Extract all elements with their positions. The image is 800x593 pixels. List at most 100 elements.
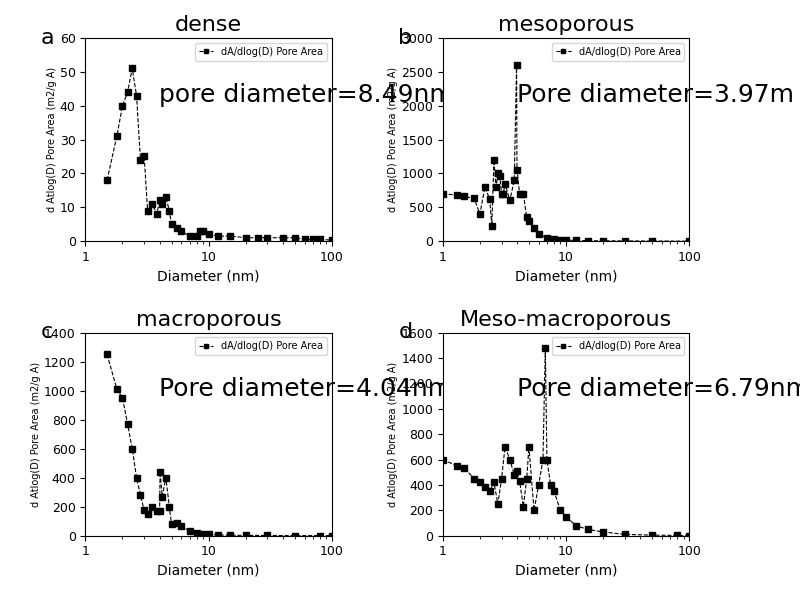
dA/dlog(D) Pore Area [192, 232, 202, 240]
dA/dlog(D) Pore Area [253, 234, 262, 241]
dA/dlog(D) Pore Area [278, 234, 288, 241]
Text: Pore diameter=4.04nm: Pore diameter=4.04nm [159, 377, 453, 401]
dA/dlog(D) Pore Area [185, 528, 194, 535]
dA/dlog(D) Pore Area [542, 456, 552, 463]
dA/dlog(D) Pore Area [172, 519, 182, 526]
dA/dlog(D) Pore Area [452, 463, 462, 470]
dA/dlog(D) Pore Area [155, 468, 165, 476]
dA/dlog(D) Pore Area [290, 234, 299, 241]
Text: Pore diameter=6.79nm: Pore diameter=6.79nm [517, 377, 800, 401]
dA/dlog(D) Pore Area [497, 190, 506, 197]
dA/dlog(D) Pore Area [647, 237, 657, 244]
Title: dense: dense [175, 15, 242, 35]
dA/dlog(D) Pore Area [647, 531, 657, 538]
dA/dlog(D) Pore Area [505, 197, 514, 204]
dA/dlog(D) Pore Area [510, 471, 519, 479]
dA/dlog(D) Pore Area [195, 227, 205, 234]
dA/dlog(D) Pore Area [598, 528, 608, 535]
dA/dlog(D) Pore Area [685, 532, 694, 539]
dA/dlog(D) Pore Area [161, 193, 170, 200]
dA/dlog(D) Pore Area [555, 236, 565, 243]
dA/dlog(D) Pore Area [514, 190, 524, 197]
dA/dlog(D) Pore Area [524, 444, 534, 451]
dA/dlog(D) Pore Area [118, 102, 127, 109]
dA/dlog(D) Pore Area [562, 237, 571, 244]
dA/dlog(D) Pore Area [132, 92, 142, 99]
Line: dA/dlog(D) Pore Area: dA/dlog(D) Pore Area [440, 62, 692, 244]
dA/dlog(D) Pore Area [480, 183, 490, 190]
dA/dlog(D) Pore Area [172, 224, 182, 231]
dA/dlog(D) Pore Area [122, 420, 132, 428]
dA/dlog(D) Pore Area [438, 456, 447, 463]
dA/dlog(D) Pore Area [460, 193, 470, 200]
Legend: dA/dlog(D) Pore Area: dA/dlog(D) Pore Area [552, 337, 685, 355]
dA/dlog(D) Pore Area [198, 227, 208, 234]
Line: dA/dlog(D) Pore Area: dA/dlog(D) Pore Area [104, 352, 334, 538]
Text: pore diameter=8.49nm: pore diameter=8.49nm [159, 82, 454, 107]
Y-axis label: d Atlog(D) Pore Area (m2/g A): d Atlog(D) Pore Area (m2/g A) [389, 362, 398, 506]
dA/dlog(D) Pore Area [500, 180, 510, 187]
dA/dlog(D) Pore Area [620, 531, 630, 538]
Title: mesoporous: mesoporous [498, 15, 634, 35]
dA/dlog(D) Pore Area [571, 522, 581, 529]
dA/dlog(D) Pore Area [470, 475, 479, 482]
dA/dlog(D) Pore Area [161, 474, 170, 482]
dA/dlog(D) Pore Area [475, 479, 485, 486]
dA/dlog(D) Pore Area [132, 474, 142, 482]
dA/dlog(D) Pore Area [512, 167, 522, 174]
dA/dlog(D) Pore Area [524, 217, 534, 224]
dA/dlog(D) Pore Area [315, 236, 325, 243]
X-axis label: Diameter (nm): Diameter (nm) [158, 564, 260, 578]
dA/dlog(D) Pore Area [241, 234, 250, 241]
dA/dlog(D) Pore Area [487, 222, 497, 229]
dA/dlog(D) Pore Area [512, 467, 522, 474]
dA/dlog(D) Pore Area [127, 65, 137, 72]
dA/dlog(D) Pore Area [562, 513, 571, 520]
Text: c: c [41, 323, 54, 342]
dA/dlog(D) Pore Area [460, 465, 470, 472]
Y-axis label: d Atlog(D) Pore Area (m2/g A): d Atlog(D) Pore Area (m2/g A) [31, 362, 41, 506]
dA/dlog(D) Pore Area [514, 477, 524, 484]
dA/dlog(D) Pore Area [598, 237, 608, 244]
dA/dlog(D) Pore Area [112, 385, 122, 393]
dA/dlog(D) Pore Area [485, 196, 494, 203]
Y-axis label: d Atlog(D) Pore Area (m2/g A): d Atlog(D) Pore Area (m2/g A) [47, 67, 57, 212]
dA/dlog(D) Pore Area [300, 236, 310, 243]
dA/dlog(D) Pore Area [136, 157, 146, 164]
dA/dlog(D) Pore Area [538, 456, 548, 463]
dA/dlog(D) Pore Area [177, 522, 186, 529]
dA/dlog(D) Pore Area [498, 190, 508, 197]
dA/dlog(D) Pore Area [241, 532, 250, 539]
Text: Pore diameter=3.97m: Pore diameter=3.97m [517, 82, 794, 107]
Text: a: a [41, 28, 54, 48]
dA/dlog(D) Pore Area [315, 532, 325, 539]
dA/dlog(D) Pore Area [148, 503, 158, 510]
dA/dlog(D) Pore Area [308, 236, 318, 243]
dA/dlog(D) Pore Area [452, 192, 462, 199]
dA/dlog(D) Pore Area [550, 487, 559, 495]
dA/dlog(D) Pore Area [493, 170, 502, 177]
dA/dlog(D) Pore Area [327, 237, 337, 244]
dA/dlog(D) Pore Area [165, 503, 174, 510]
dA/dlog(D) Pore Area [152, 211, 162, 218]
dA/dlog(D) Pore Area [122, 88, 132, 95]
dA/dlog(D) Pore Area [541, 344, 550, 351]
Legend: dA/dlog(D) Pore Area: dA/dlog(D) Pore Area [195, 337, 327, 355]
dA/dlog(D) Pore Area [262, 234, 272, 241]
dA/dlog(D) Pore Area [127, 445, 137, 452]
dA/dlog(D) Pore Area [620, 237, 630, 244]
dA/dlog(D) Pore Area [555, 507, 565, 514]
Legend: dA/dlog(D) Pore Area: dA/dlog(D) Pore Area [552, 43, 685, 60]
dA/dlog(D) Pore Area [192, 530, 202, 537]
dA/dlog(D) Pore Area [204, 231, 214, 238]
dA/dlog(D) Pore Area [485, 487, 494, 495]
dA/dlog(D) Pore Area [158, 493, 167, 500]
dA/dlog(D) Pore Area [505, 456, 514, 463]
Line: dA/dlog(D) Pore Area: dA/dlog(D) Pore Area [104, 66, 334, 243]
dA/dlog(D) Pore Area [534, 482, 543, 489]
dA/dlog(D) Pore Area [139, 153, 149, 160]
dA/dlog(D) Pore Area [518, 190, 528, 197]
dA/dlog(D) Pore Area [158, 200, 167, 208]
dA/dlog(D) Pore Area [154, 197, 164, 204]
Text: d: d [398, 323, 413, 342]
